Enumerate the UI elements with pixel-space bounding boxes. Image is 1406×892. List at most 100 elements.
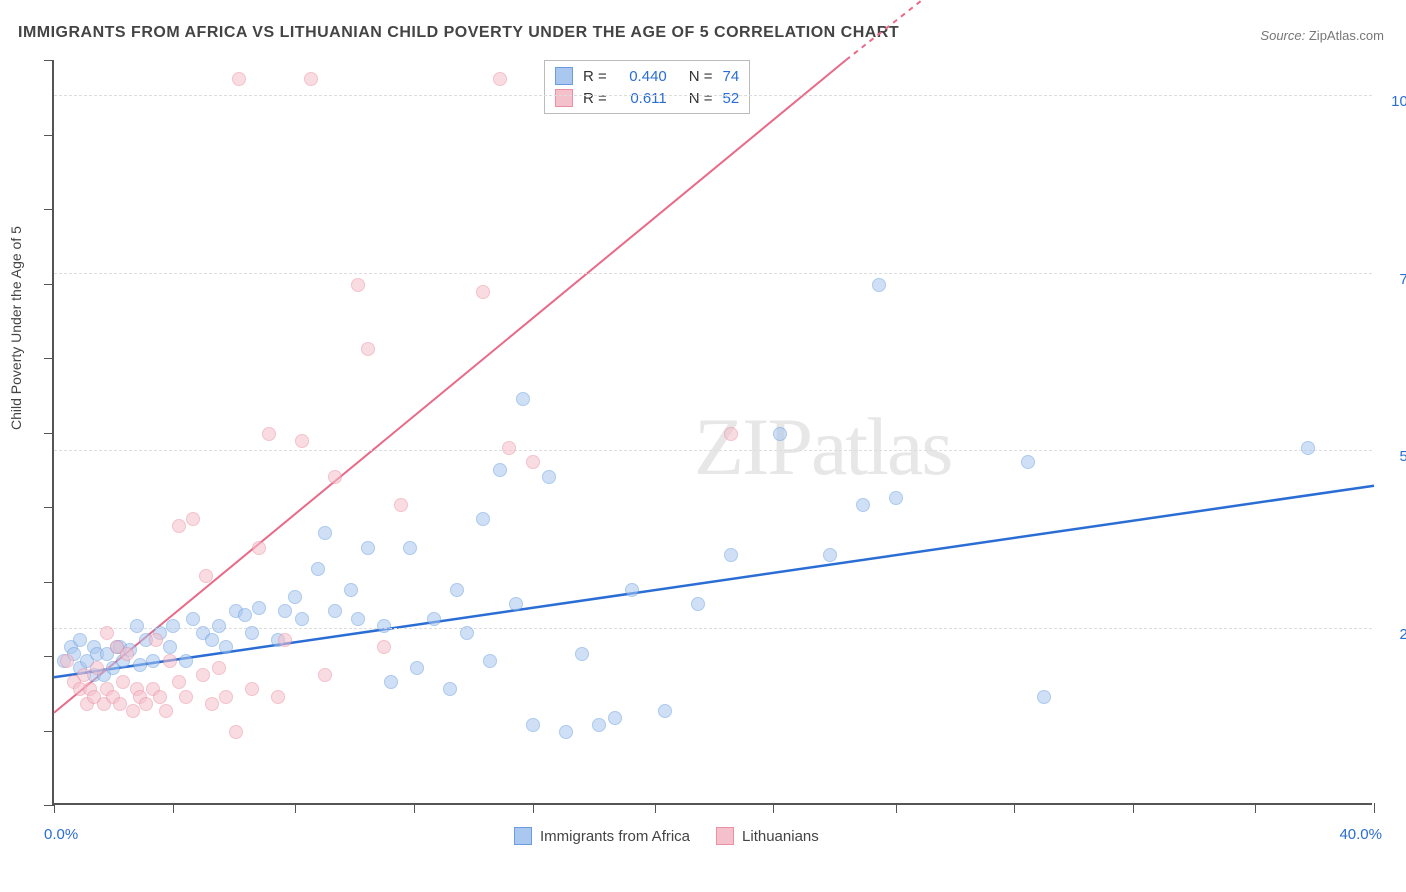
- data-point: [724, 548, 738, 562]
- data-point: [262, 427, 276, 441]
- n-value: 52: [723, 90, 740, 107]
- data-point: [116, 675, 130, 689]
- data-point: [232, 72, 246, 86]
- y-tick: [44, 656, 54, 657]
- y-tick-label: 75.0%: [1382, 271, 1406, 288]
- data-point: [172, 519, 186, 533]
- data-point: [592, 718, 606, 732]
- data-point: [516, 392, 530, 406]
- data-point: [394, 498, 408, 512]
- data-point: [658, 704, 672, 718]
- y-tick-label: 100.0%: [1382, 93, 1406, 110]
- series-legend: Immigrants from Africa Lithuanians: [514, 827, 819, 845]
- x-tick: [295, 803, 296, 813]
- data-point: [245, 682, 259, 696]
- n-label: N =: [689, 68, 713, 85]
- y-tick: [44, 358, 54, 359]
- data-point: [172, 675, 186, 689]
- data-point: [384, 675, 398, 689]
- x-max-label: 40.0%: [1339, 826, 1382, 843]
- data-point: [361, 541, 375, 555]
- data-point: [149, 633, 163, 647]
- y-tick: [44, 209, 54, 210]
- legend-row: R =0.440N =74: [555, 65, 739, 87]
- r-value: 0.440: [617, 68, 667, 85]
- data-point: [199, 569, 213, 583]
- legend-swatch: [555, 89, 573, 107]
- gridline: [54, 273, 1372, 274]
- data-point: [691, 597, 705, 611]
- x-min-label: 0.0%: [44, 826, 78, 843]
- source-link[interactable]: ZipAtlas.com: [1309, 28, 1384, 43]
- data-point: [179, 654, 193, 668]
- y-tick: [44, 60, 54, 61]
- data-point: [377, 619, 391, 633]
- data-point: [219, 640, 233, 654]
- data-point: [344, 583, 358, 597]
- data-point: [724, 427, 738, 441]
- data-point: [212, 619, 226, 633]
- data-point: [163, 654, 177, 668]
- data-point: [460, 626, 474, 640]
- data-point: [526, 455, 540, 469]
- x-tick: [1014, 803, 1015, 813]
- data-point: [245, 626, 259, 640]
- gridline: [54, 95, 1372, 96]
- data-point: [526, 718, 540, 732]
- data-point: [113, 697, 127, 711]
- x-tick: [1133, 803, 1134, 813]
- data-point: [304, 72, 318, 86]
- data-point: [872, 278, 886, 292]
- data-point: [186, 612, 200, 626]
- scatter-plot: ZIPatlas R =0.440N =74R =0.611N =52 0.0%…: [52, 60, 1372, 805]
- data-point: [212, 661, 226, 675]
- x-tick: [773, 803, 774, 813]
- data-point: [318, 668, 332, 682]
- data-point: [856, 498, 870, 512]
- data-point: [427, 612, 441, 626]
- y-tick: [44, 582, 54, 583]
- data-point: [90, 661, 104, 675]
- y-tick-label: 25.0%: [1382, 626, 1406, 643]
- data-point: [238, 608, 252, 622]
- data-point: [159, 704, 173, 718]
- trend-line: [54, 60, 846, 713]
- data-point: [133, 658, 147, 672]
- data-point: [493, 72, 507, 86]
- correlation-legend: R =0.440N =74R =0.611N =52: [544, 60, 750, 114]
- data-point: [351, 612, 365, 626]
- data-point: [509, 597, 523, 611]
- data-point: [229, 725, 243, 739]
- y-tick: [44, 507, 54, 508]
- data-point: [403, 541, 417, 555]
- data-point: [1301, 441, 1315, 455]
- data-point: [146, 654, 160, 668]
- data-point: [410, 661, 424, 675]
- legend-label: Immigrants from Africa: [540, 828, 690, 845]
- data-point: [361, 342, 375, 356]
- legend-swatch: [555, 67, 573, 85]
- data-point: [328, 470, 342, 484]
- data-point: [502, 441, 516, 455]
- data-point: [625, 583, 639, 597]
- data-point: [889, 491, 903, 505]
- legend-item: Immigrants from Africa: [514, 827, 690, 845]
- r-value: 0.611: [617, 90, 667, 107]
- data-point: [1037, 690, 1051, 704]
- y-tick: [44, 284, 54, 285]
- data-point: [823, 548, 837, 562]
- r-label: R =: [583, 68, 607, 85]
- x-tick: [414, 803, 415, 813]
- y-axis-label: Child Poverty Under the Age of 5: [8, 226, 24, 430]
- data-point: [77, 668, 91, 682]
- data-point: [60, 654, 74, 668]
- data-point: [351, 278, 365, 292]
- legend-label: Lithuanians: [742, 828, 819, 845]
- data-point: [476, 285, 490, 299]
- data-point: [450, 583, 464, 597]
- data-point: [179, 690, 193, 704]
- data-point: [476, 512, 490, 526]
- x-tick: [54, 803, 55, 813]
- x-tick: [896, 803, 897, 813]
- data-point: [443, 682, 457, 696]
